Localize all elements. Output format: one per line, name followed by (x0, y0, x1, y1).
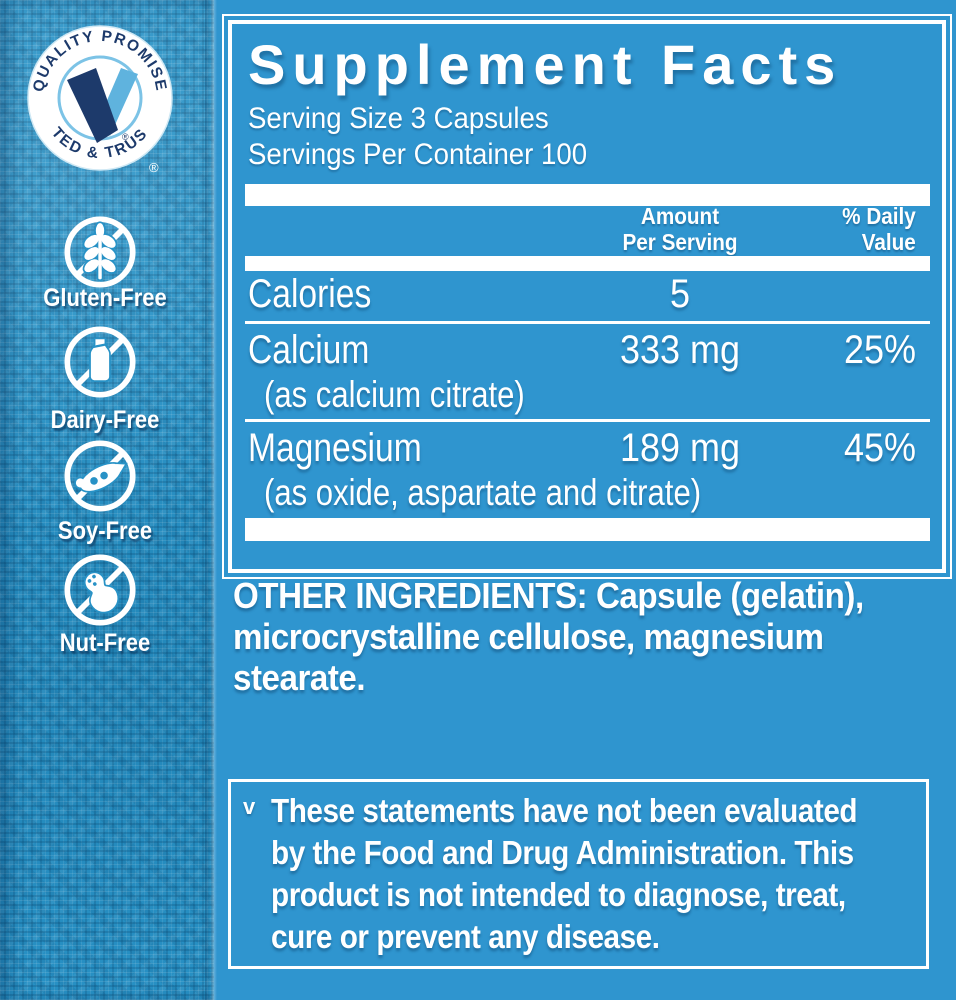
row-calcium-note: (as calcium citrate) (264, 374, 525, 415)
row-calories-amount: 5 (669, 272, 691, 316)
quality-promise-badge: QUALITY PROMISE TESTED & TRUSTED ® ® (22, 20, 173, 175)
column-header-dv-line2: Value (861, 229, 916, 255)
disclaimer-line3: product is not intended to diagnose, tre… (271, 876, 846, 913)
logo-registered-mark: ® (122, 132, 129, 142)
badge-registered-mark: ® (149, 160, 159, 175)
row-calcium-name: Calcium (248, 328, 370, 372)
row-magnesium-note: (as oxide, aspartate and citrate) (264, 472, 702, 513)
row-calcium-dv: 25% (843, 328, 916, 372)
column-header-dv-line1: % Daily (842, 203, 916, 229)
peanut-crossed-icon (64, 554, 136, 626)
other-ingredients-line3: stearate. (233, 657, 366, 698)
fda-disclaimer-text: These statements have not been evaluated… (271, 790, 858, 958)
other-ingredients-label: OTHER INGREDIENTS: (233, 575, 588, 616)
column-header-amount-line1: Amount (640, 203, 720, 229)
milk-bottle-crossed-icon (64, 326, 136, 398)
footnote-marker: v (243, 794, 256, 819)
divider-bar-thick (245, 518, 930, 541)
other-ingredients: OTHER INGREDIENTS: Capsule (gelatin), mi… (233, 575, 877, 698)
divider-bar-thick (245, 184, 930, 206)
v-logo-icon (67, 68, 138, 143)
row-separator (245, 419, 930, 422)
supplement-facts-panel: Supplement Facts Serving Size 3 Capsules… (222, 14, 952, 579)
allergen-label-dairy-free: Dairy-Free (50, 406, 160, 434)
wheat-crossed-icon (64, 216, 136, 288)
column-header-amount: Amount Per Serving (622, 203, 737, 255)
row-calories-name: Calories (248, 272, 372, 316)
allergen-label-nut-free: Nut-Free (59, 629, 151, 657)
panel-title: Supplement Facts (248, 33, 843, 96)
row-magnesium-name: Magnesium (248, 426, 422, 470)
other-ingredients-line1: OTHER INGREDIENTS: Capsule (gelatin), (233, 575, 877, 616)
row-magnesium-amount: 189 mg (619, 426, 741, 470)
disclaimer-line2: by the Food and Drug Administration. Thi… (271, 834, 854, 871)
other-ingredients-rest: Capsule (gelatin), (587, 575, 864, 616)
row-calcium-amount: 333 mg (619, 328, 741, 372)
servings-per-container: Servings Per Container 100 (248, 138, 588, 171)
soybean-crossed-icon (64, 440, 136, 512)
allergen-label-gluten-free: Gluten-Free (43, 284, 167, 312)
divider-bar-thin (245, 256, 930, 271)
fda-disclaimer-box: v These statements have not been evaluat… (228, 779, 929, 969)
column-header-amount-line2: Per Serving (622, 229, 738, 255)
row-magnesium-dv: 45% (843, 426, 916, 470)
label-edge-seam (205, 0, 217, 1000)
serving-size: Serving Size 3 Capsules (248, 102, 549, 135)
disclaimer-line1: These statements have not been evaluated (271, 792, 858, 829)
other-ingredients-line2: microcrystalline cellulose, magnesium (233, 616, 824, 657)
column-header-daily-value: % Daily Value (842, 203, 916, 255)
disclaimer-line4: cure or prevent any disease. (271, 918, 660, 955)
row-separator (245, 321, 930, 324)
allergen-label-soy-free: Soy-Free (57, 517, 153, 545)
